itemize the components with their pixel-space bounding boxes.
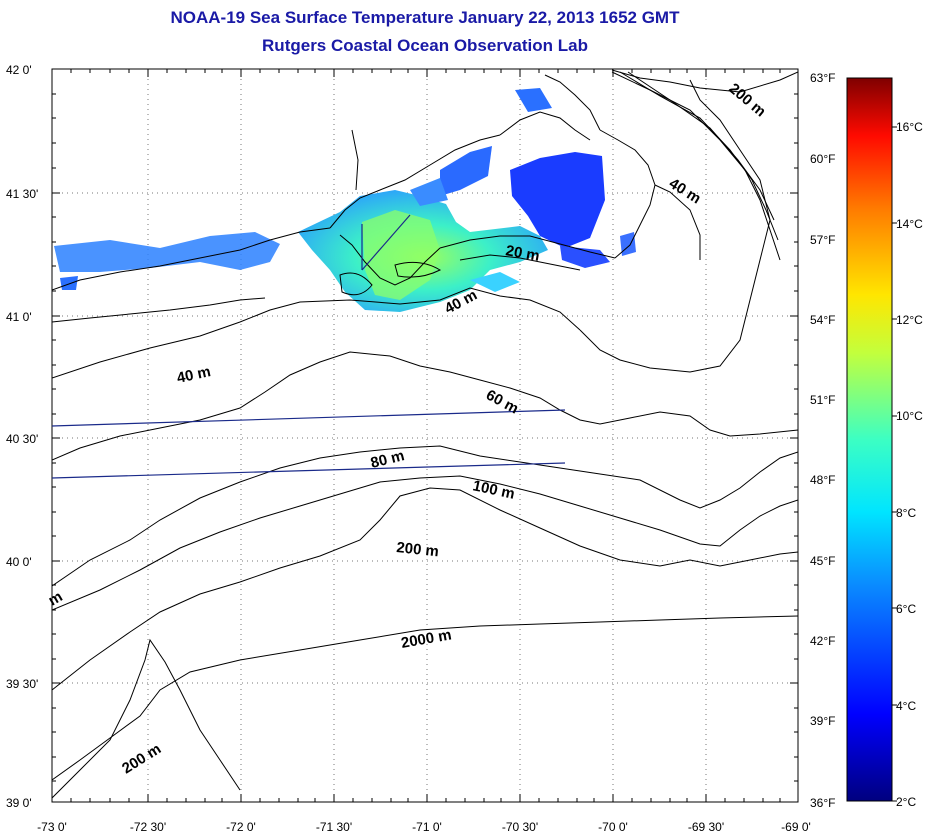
contour-label-40m-west: 40 m: [175, 363, 212, 387]
lat-label-42-0: 42 0': [6, 63, 32, 77]
c-label-8: 8°C: [896, 506, 916, 520]
f-label-63: 63°F: [810, 71, 835, 85]
track-lines: [52, 214, 566, 479]
lat-label-39-30: 39 30': [6, 677, 38, 691]
f-label-60: 60°F: [810, 152, 835, 166]
bathymetry: [52, 71, 798, 799]
c-label-12: 12°C: [896, 313, 923, 327]
lon-label-71-30: -71 30': [316, 820, 352, 834]
c-label-2: 2°C: [896, 795, 916, 809]
coastline: [52, 69, 798, 323]
fahrenheit-labels: 63°F 60°F 57°F 54°F 51°F 48°F 45°F 42°F …: [810, 71, 835, 810]
lon-label-69-30: -69 30': [688, 820, 724, 834]
f-label-42: 42°F: [810, 634, 835, 648]
contour-label-200m-mid: 200 m: [396, 539, 440, 560]
sst-data: [54, 88, 636, 312]
c-label-14: 14°C: [896, 217, 923, 231]
c-label-10: 10°C: [896, 409, 923, 423]
f-label-45: 45°F: [810, 554, 835, 568]
lon-label-70-0: -70 0': [598, 820, 628, 834]
lat-label-39-0: 39 0': [6, 796, 32, 810]
lat-label-40-0: 40 0': [6, 555, 32, 569]
lon-label-73-0: -73 0': [37, 820, 67, 834]
c-label-4: 4°C: [896, 699, 916, 713]
map-subtitle: Rutgers Coastal Ocean Observation Lab: [262, 36, 588, 55]
lat-label-41-30: 41 30': [6, 187, 38, 201]
latitude-labels: 42 0' 41 30' 41 0' 40 30' 40 0' 39 30' 3…: [6, 63, 38, 810]
f-label-48: 48°F: [810, 473, 835, 487]
f-label-51: 51°F: [810, 393, 835, 407]
lon-label-72-30: -72 30': [130, 820, 166, 834]
lon-label-69-0: -69 0': [781, 820, 811, 834]
lon-label-70-30: -70 30': [502, 820, 538, 834]
axis-ticks: [51, 68, 799, 802]
f-label-54: 54°F: [810, 313, 835, 327]
lat-label-41-0: 41 0': [6, 310, 32, 324]
f-label-36: 36°F: [810, 796, 835, 810]
map-title: NOAA-19 Sea Surface Temperature January …: [170, 8, 680, 27]
lon-label-71-0: -71 0': [412, 820, 442, 834]
f-label-57: 57°F: [810, 233, 835, 247]
color-scale-bar: [846, 77, 893, 802]
lat-label-40-30: 40 30': [6, 432, 38, 446]
color-scale-ticks: [892, 126, 897, 802]
lon-label-72-0: -72 0': [226, 820, 256, 834]
graticule: [52, 69, 798, 802]
map-frame: [51, 68, 799, 803]
longitude-labels: -73 0' -72 30' -72 0' -71 30' -71 0' -70…: [37, 820, 811, 834]
contour-label-20m: 20 m: [504, 242, 541, 265]
c-label-6: 6°C: [896, 602, 916, 616]
c-label-16: 16°C: [896, 120, 923, 134]
f-label-39: 39°F: [810, 714, 835, 728]
celsius-labels: 16°C 14°C 12°C 10°C 8°C 6°C 4°C 2°C: [896, 120, 923, 809]
